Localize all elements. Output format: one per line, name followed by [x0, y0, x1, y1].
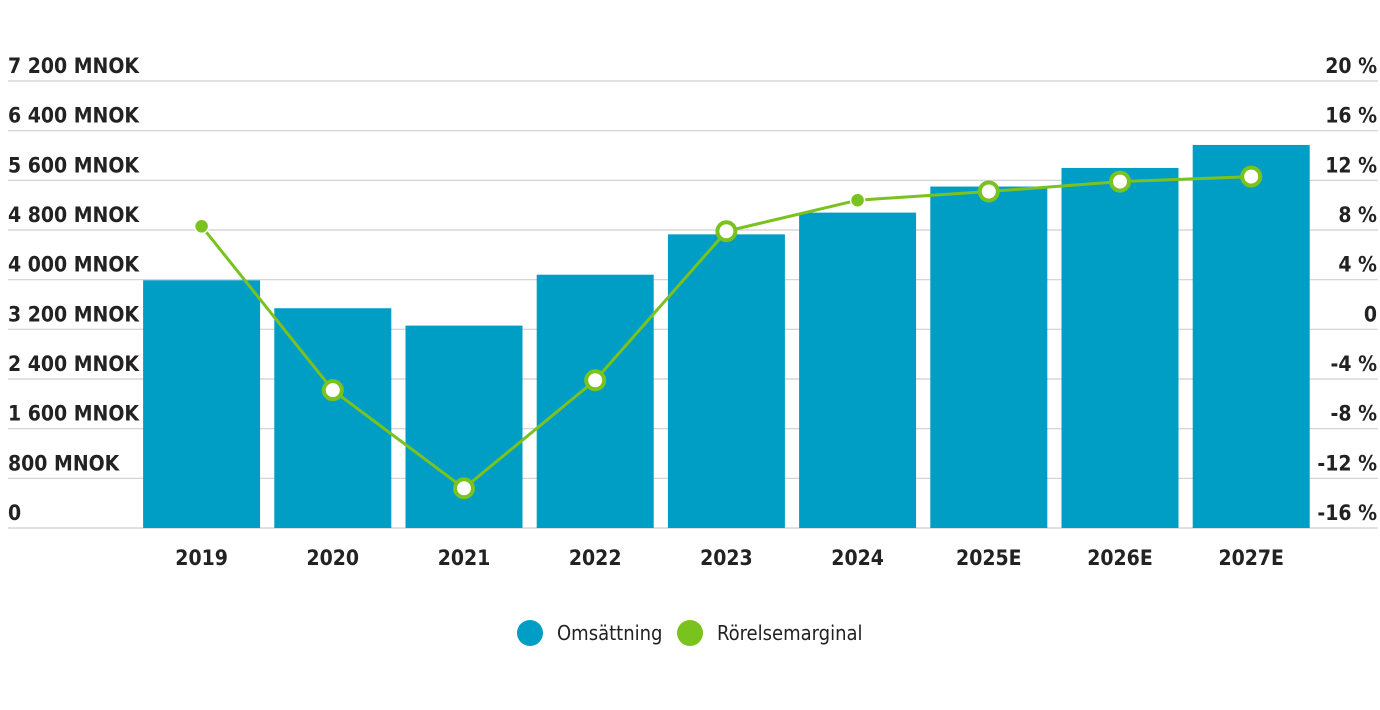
legend-swatch-omsattning [517, 620, 543, 646]
legend-label-omsattning: Omsättning [557, 621, 662, 645]
line-point [193, 218, 210, 235]
right-tick-label: -4 % [1331, 352, 1378, 376]
right-tick-label: 16 % [1325, 104, 1377, 128]
bar-series [143, 144, 1310, 529]
right-axis-tick-labels: -16 % -12 % -8 % -4 % 0 4 % 8 % 12 % 16 % 20 % [1317, 54, 1377, 525]
left-tick-label: 5 600 MNOK [8, 153, 140, 177]
legend-swatch-rorelsemarginal [677, 620, 703, 646]
left-tick-label: 6 400 MNOK [8, 104, 140, 128]
line-point [1240, 165, 1263, 188]
x-tick-label: 2022 [569, 546, 622, 570]
left-tick-label: 4 000 MNOK [8, 253, 140, 277]
x-axis-tick-labels: 2019 2020 2021 2022 2023 2024 2025E 2026E 2027E [175, 546, 1284, 570]
bar [1061, 167, 1179, 528]
x-tick-label: 2021 [438, 546, 491, 570]
legend-label-rorelsemarginal: Rörelsemarginal [717, 621, 863, 645]
left-tick-label: 3 200 MNOK [8, 302, 140, 326]
left-tick-label: 0 [8, 501, 21, 525]
line-point [715, 220, 738, 243]
right-tick-label: 20 % [1325, 54, 1377, 78]
right-tick-label: 0 [1364, 302, 1377, 326]
bar [1192, 144, 1310, 528]
line-point [584, 369, 607, 392]
left-axis-tick-labels: 0 800 MNOK 1 600 MNOK 2 400 MNOK 3 200 MNOK 4… [8, 54, 140, 525]
right-tick-label: -16 % [1317, 501, 1377, 525]
x-tick-label: 2023 [700, 546, 753, 570]
right-tick-label: 12 % [1325, 153, 1377, 177]
bar [930, 186, 1048, 528]
right-tick-label: 8 % [1338, 203, 1377, 227]
bar [143, 280, 261, 528]
bar [667, 234, 785, 529]
line-series [193, 165, 1263, 500]
left-tick-label: 7 200 MNOK [8, 54, 140, 78]
bar [799, 212, 917, 528]
line-point [977, 180, 1000, 203]
right-tick-label: 4 % [1338, 253, 1377, 277]
x-tick-label: 2025E [956, 546, 1022, 570]
left-tick-label: 2 400 MNOK [8, 352, 140, 376]
line-point [849, 192, 866, 208]
right-tick-label: -8 % [1331, 402, 1378, 426]
line-point [453, 477, 475, 500]
x-tick-label: 2019 [175, 546, 228, 570]
left-tick-label: 4 800 MNOK [8, 203, 140, 227]
x-tick-label: 2020 [307, 546, 360, 570]
x-tick-label: 2027E [1218, 546, 1284, 570]
bar [536, 274, 654, 528]
left-tick-label: 800 MNOK [8, 451, 121, 475]
line-point [1109, 170, 1131, 193]
x-tick-label: 2026E [1087, 546, 1153, 570]
line-point [321, 379, 344, 402]
x-tick-label: 2024 [831, 546, 884, 570]
left-tick-label: 1 600 MNOK [8, 402, 140, 426]
right-tick-label: -12 % [1317, 451, 1377, 475]
legend: Omsättning Rörelsemarginal [517, 620, 863, 646]
